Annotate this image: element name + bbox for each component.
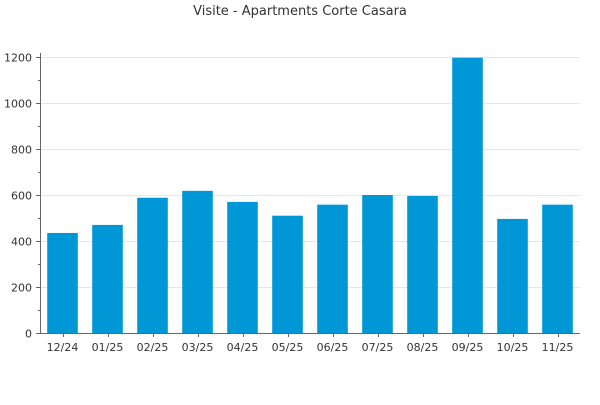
bar (47, 232, 78, 333)
bar (92, 224, 123, 333)
y-tick-label: 200 (11, 282, 32, 295)
x-tick-label: 10/25 (497, 341, 529, 354)
y-axis-ticks: 0 200 400 600 800 1000 1200 (4, 52, 40, 341)
axes (40, 53, 580, 334)
y-tick-label: 1200 (4, 52, 32, 65)
y-tick-label: 600 (11, 190, 32, 203)
bar (362, 195, 393, 333)
x-tick-label: 03/25 (182, 341, 214, 354)
x-tick-label: 11/25 (542, 341, 574, 354)
bar (407, 195, 438, 333)
x-tick-label: 07/25 (362, 341, 394, 354)
x-tick-label: 09/25 (452, 341, 484, 354)
bar (497, 218, 528, 333)
bar (317, 204, 348, 333)
x-tick-label: 04/25 (227, 341, 259, 354)
bars (47, 57, 573, 333)
bar (272, 215, 303, 333)
x-tick-label: 08/25 (407, 341, 439, 354)
x-axis-ticks: 12/24 01/25 02/25 03/25 04/25 05/25 06/25 07/25… (47, 333, 574, 354)
gridlines (40, 57, 580, 288)
bar (182, 190, 213, 333)
bar (227, 201, 258, 333)
bar (137, 197, 168, 333)
y-tick-label: 800 (11, 144, 32, 157)
x-tick-label: 05/25 (272, 341, 304, 354)
y-tick-label: 1000 (4, 98, 32, 111)
x-tick-label: 01/25 (92, 341, 124, 354)
x-tick-label: 06/25 (317, 341, 349, 354)
y-tick-label: 0 (25, 328, 32, 341)
x-tick-label: 12/24 (47, 341, 79, 354)
bar (542, 204, 573, 333)
bar (452, 57, 483, 333)
x-tick-label: 02/25 (137, 341, 169, 354)
y-tick-label: 400 (11, 236, 32, 249)
chart-title: Visite - Apartments Corte Casara (193, 4, 407, 19)
